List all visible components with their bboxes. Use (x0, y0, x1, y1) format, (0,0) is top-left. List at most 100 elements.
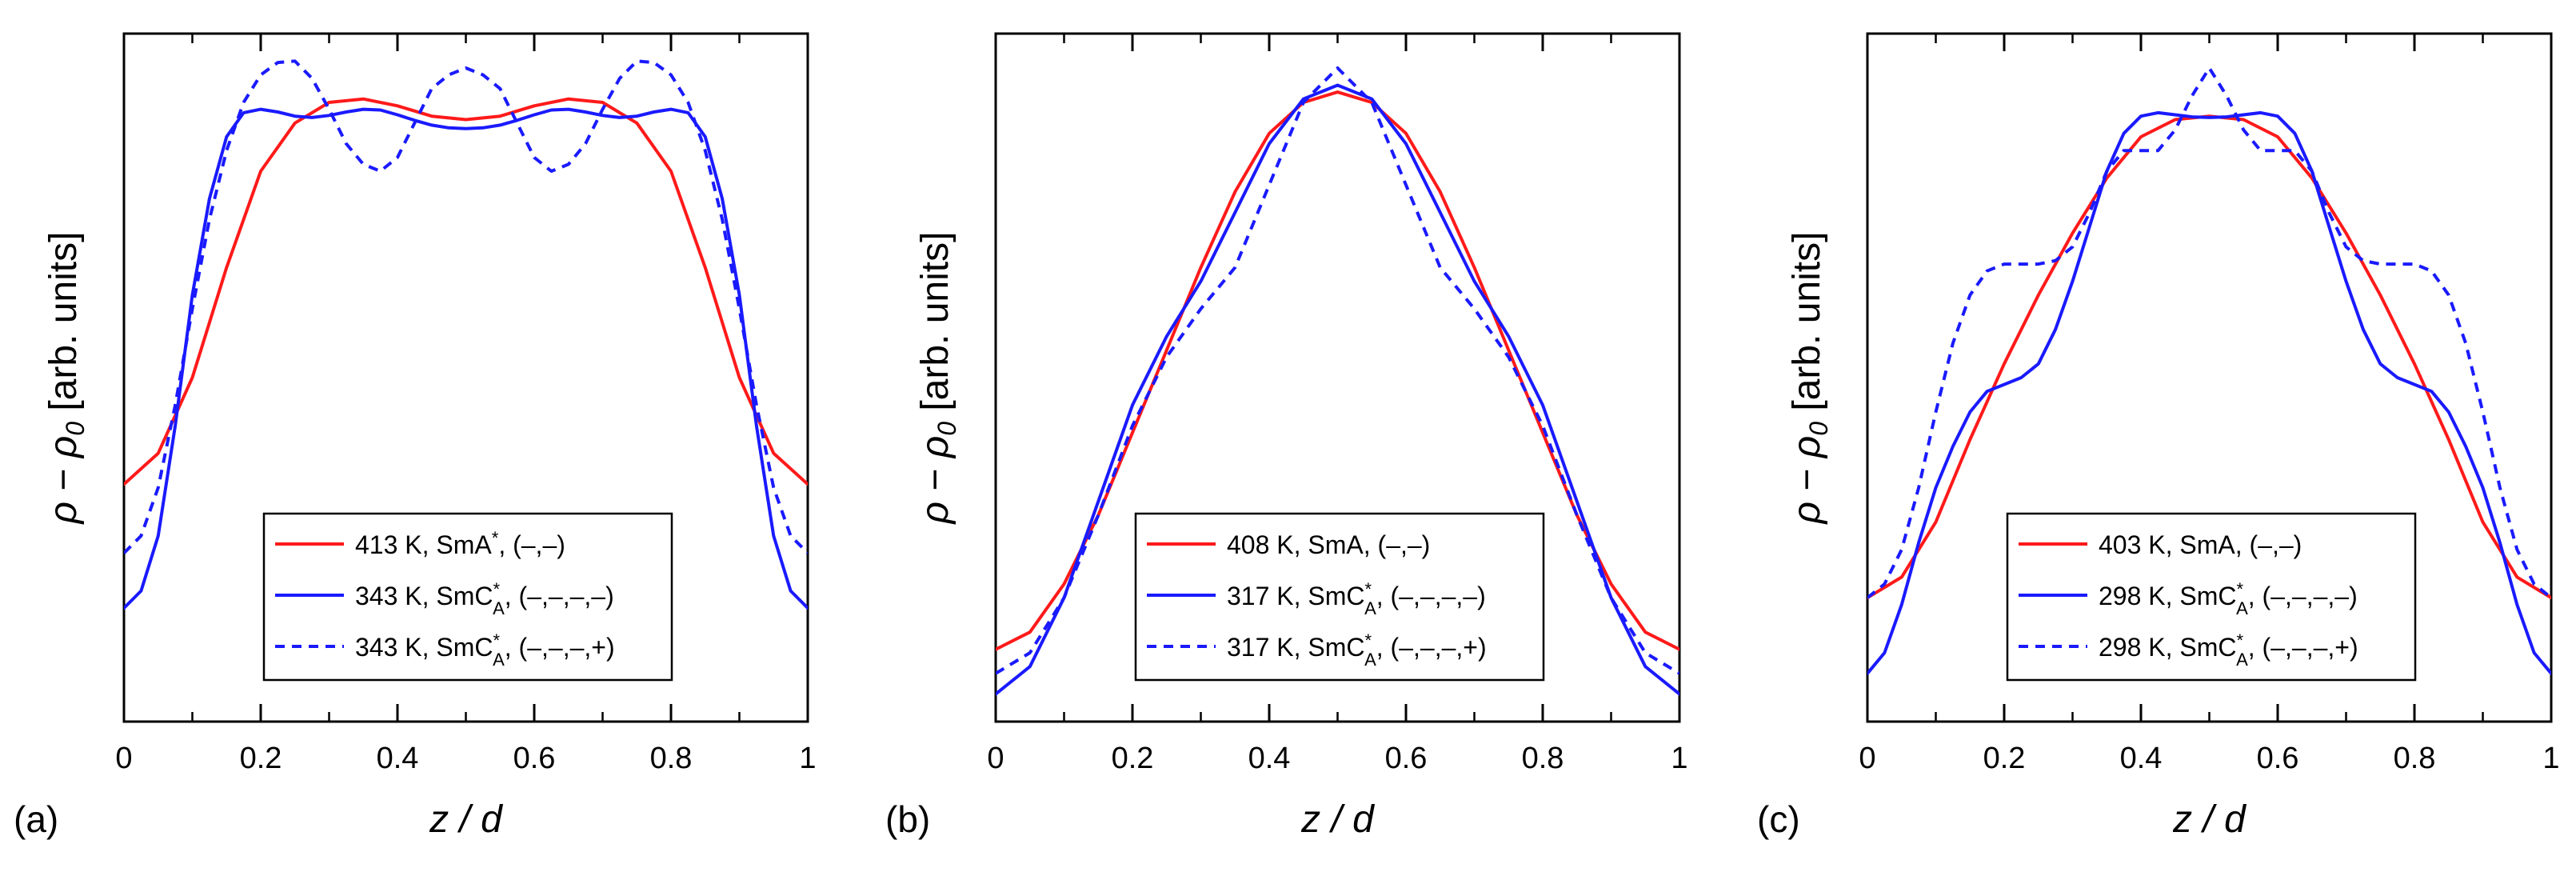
legend-sub: A (493, 598, 505, 618)
legend-temp: 413 K (355, 530, 422, 559)
series-line-3 (124, 59, 808, 554)
x-tick-label: 0 (1859, 742, 1875, 775)
y-title-dash: − (914, 458, 957, 502)
legend-sep: , (1294, 530, 1308, 559)
legend-sup: * (493, 630, 501, 650)
legend-temp: 317 K (1227, 582, 1294, 610)
legend-phase: SmC (436, 582, 493, 610)
y-title-units: [arb. units] (1786, 232, 1828, 422)
legend-phase: SmC (2179, 633, 2236, 662)
y-title-rho: ρ (42, 502, 85, 526)
legend-phase: SmC (1308, 633, 1364, 662)
legend-temp: 298 K (2099, 582, 2166, 610)
legend-temp: 298 K (2099, 633, 2166, 662)
x-tick-label: 0.8 (650, 742, 693, 775)
x-tick-label: 0.8 (1522, 742, 1564, 775)
series-line-3 (996, 66, 1679, 675)
series-line-2 (996, 83, 1679, 696)
x-tick-label: 0.2 (1112, 742, 1154, 775)
legend-sub: A (493, 650, 505, 670)
x-tick-label: 0.4 (2120, 742, 2163, 775)
x-tick-label: 0.2 (240, 742, 282, 775)
legend-sep: , (1294, 633, 1308, 662)
legend-temp: 343 K (355, 582, 422, 610)
legend-entry: 317 K, SmC* A, (–,–,–,–) (1227, 579, 1486, 618)
x-tick-label: 1 (799, 742, 816, 775)
legend-sep: , (2166, 582, 2180, 610)
x-tick-label: 0.4 (377, 742, 419, 775)
legend-temp: 403 K (2099, 530, 2166, 559)
y-title-units: [arb. units] (42, 232, 85, 422)
legend-temp: 408 K (1227, 530, 1294, 559)
legend-sep: , (2166, 633, 2180, 662)
legend-sub: A (2236, 598, 2248, 618)
legend-entry: 298 K, SmC* A, (–,–,–,–) (2099, 579, 2358, 618)
y-title-rho0: ρ (1786, 436, 1828, 460)
y-axis-title: ρ − ρ0 [arb. units] (1786, 232, 1833, 526)
legend-entry: 317 K, SmC* A, (–,–,–,+) (1227, 630, 1487, 670)
legend: 403 K, SmA, (–,–) 298 K, SmC* A, (–,–,–,–)… (2006, 512, 2417, 682)
legend-sep: , (2248, 582, 2262, 610)
series-line-2 (1867, 110, 2551, 675)
legend-phase: SmA (436, 530, 492, 559)
legend-temp: 317 K (1227, 633, 1294, 662)
x-tick-label: 0.6 (1385, 742, 1428, 775)
y-title-units: [arb. units] (914, 232, 957, 422)
chart-panel-3: 0 0.2 0.4 0.6 0.8 1z / d(c)ρ − ρ0 [arb. units… (1757, 32, 2560, 841)
legend-entry: 343 K, SmC* A, (–,–,–,+) (355, 630, 615, 670)
legend-sub: A (2236, 650, 2248, 670)
legend-sep: , (505, 582, 519, 610)
legend-sep: , (1294, 582, 1308, 610)
legend-sep: , (1376, 633, 1391, 662)
series-group (124, 59, 808, 610)
y-title-sub: 0 (61, 422, 90, 436)
legend-entry: 403 K, SmA, (–,–) (2099, 530, 2302, 559)
x-tick-label: 1 (1671, 742, 1687, 775)
legend-entry: 343 K, SmC* A, (–,–,–,–) (355, 579, 614, 618)
legend-phase: SmA (2179, 530, 2235, 559)
legend-sub: A (1364, 650, 1376, 670)
legend-sep: , (498, 530, 513, 559)
y-axis-title: ρ − ρ0 [arb. units] (42, 232, 90, 526)
chart-panel-1: 0 0.2 0.4 0.6 0.8 1z / d(a)ρ − ρ0 [arb. units… (14, 32, 817, 841)
legend-entry: 298 K, SmC* A, (–,–,–,+) (2099, 630, 2358, 670)
chart-panel-2: 0 0.2 0.4 0.6 0.8 1z / d(b)ρ − ρ0 [arb. units… (885, 32, 1688, 841)
legend-sep: , (2166, 530, 2180, 559)
x-axis-title: z / d (429, 798, 503, 841)
legend-phase: SmC (1308, 582, 1364, 610)
legend-sep: , (505, 633, 519, 662)
legend-sep: , (422, 633, 437, 662)
panel-label: (c) (1757, 798, 1800, 840)
y-title-sub: 0 (1804, 422, 1833, 436)
legend-phase: SmC (436, 633, 493, 662)
legend-signs: (–,–,–,–) (519, 582, 614, 610)
legend-entry: 413 K, SmA*, (–,–) (355, 528, 565, 559)
legend-signs: (–,–,–,–) (1391, 582, 1486, 610)
legend-sup: * (492, 528, 499, 548)
legend-signs: (–,–) (1378, 530, 1431, 559)
legend-sep: , (2235, 530, 2250, 559)
panel-label: (a) (14, 798, 58, 840)
legend-sep: , (1376, 582, 1391, 610)
y-title-rho: ρ (914, 502, 957, 526)
y-title-sub: 0 (933, 422, 961, 436)
legend-temp: 343 K (355, 633, 422, 662)
legend-sup: * (2237, 630, 2244, 650)
x-tick-label: 0.4 (1248, 742, 1291, 775)
legend-sep: , (2248, 633, 2262, 662)
legend-sup: * (1365, 630, 1372, 650)
legend: 408 K, SmA, (–,–)317 K, SmC* A, (–,–,–,–)… (1134, 512, 1545, 682)
x-tick-label: 0 (987, 742, 1004, 775)
x-axis-title: z / d (2172, 798, 2247, 841)
legend-sub: A (1364, 598, 1376, 618)
x-axis-title: z / d (1300, 798, 1375, 841)
x-tick-label: 1 (2542, 742, 2559, 775)
y-title-rho0: ρ (42, 436, 85, 460)
y-title-rho0: ρ (914, 436, 957, 460)
y-axis-title: ρ − ρ0 [arb. units] (914, 232, 961, 526)
x-tick-label: 0.6 (2257, 742, 2299, 775)
y-title-dash: − (1786, 458, 1828, 502)
legend-signs: (–,–) (2250, 530, 2302, 559)
series-group (996, 66, 1679, 696)
